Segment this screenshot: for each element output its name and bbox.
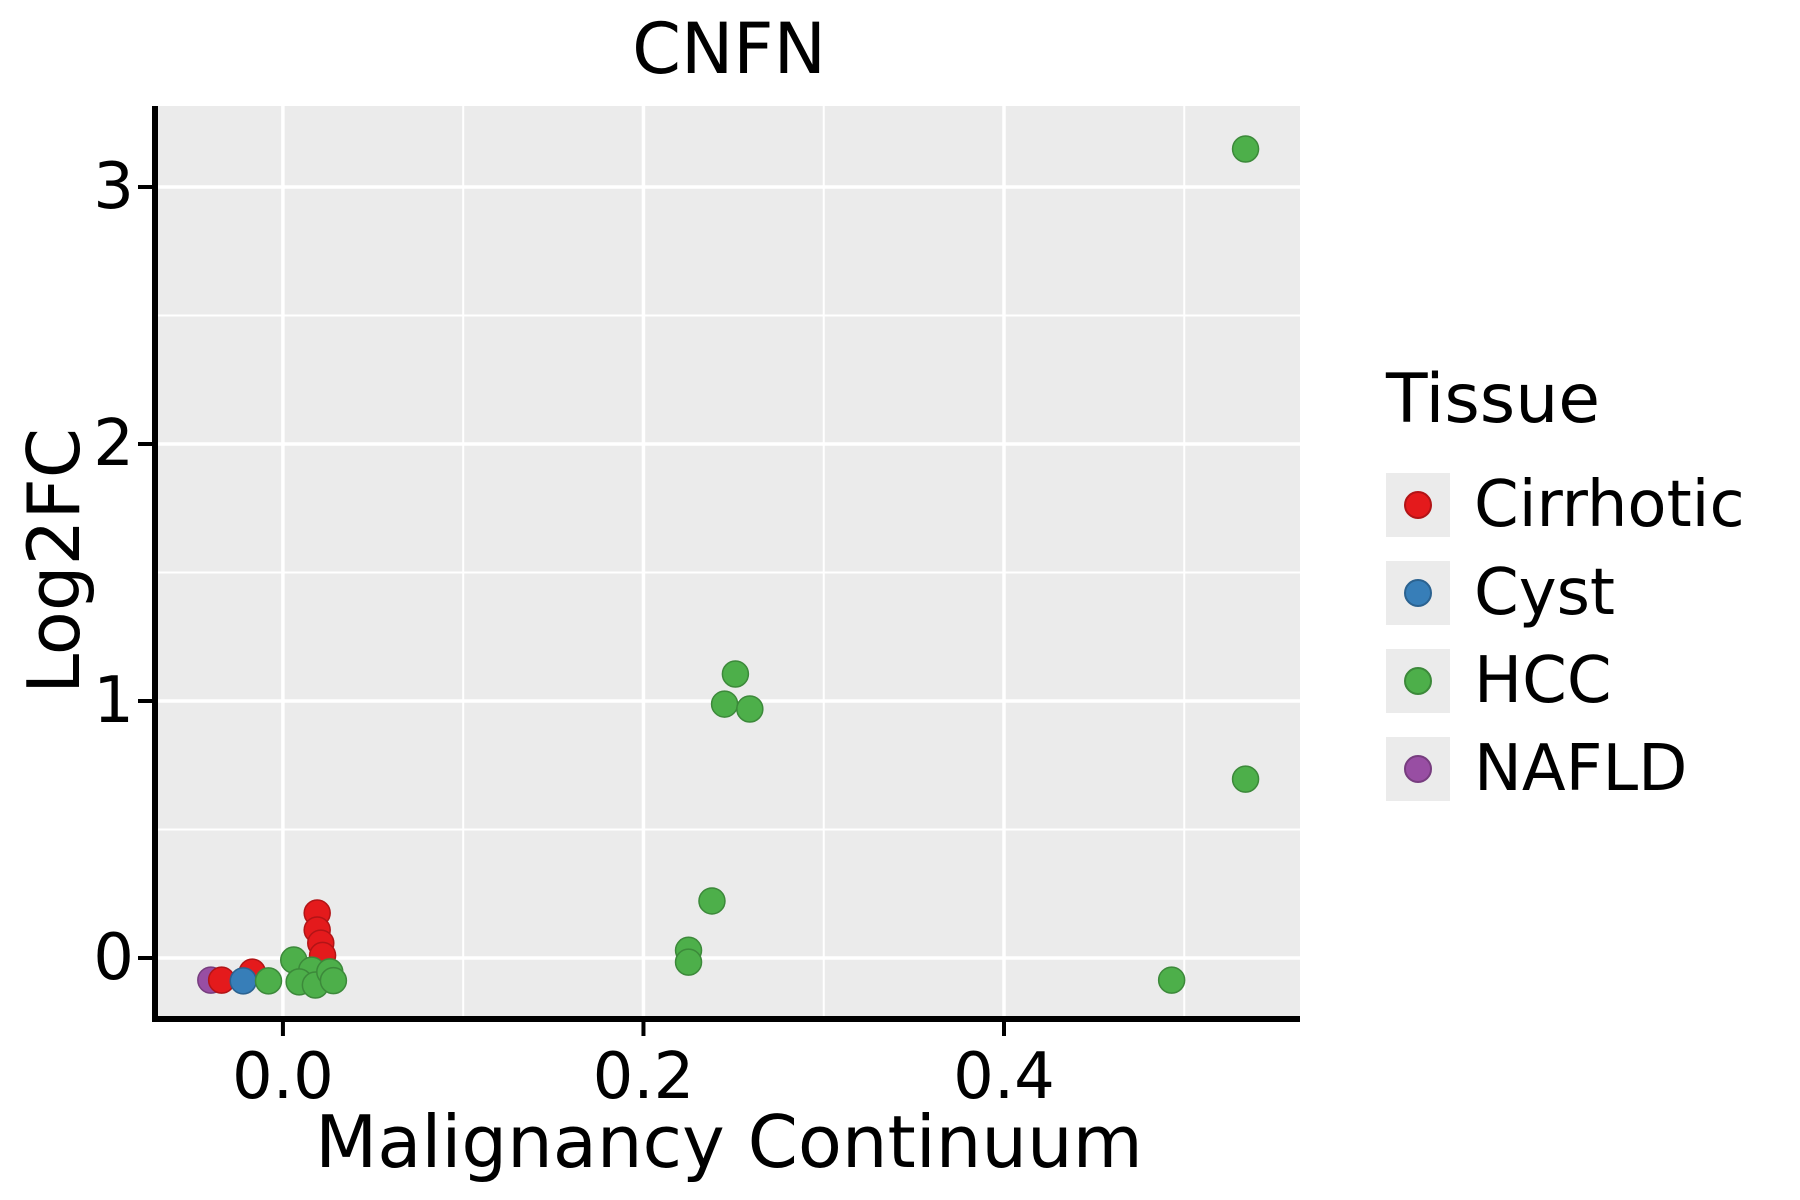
y-tick-mark — [138, 955, 152, 960]
legend-entry-cirrhotic: Cirrhotic — [1386, 468, 1745, 542]
legend-entries: Cirrhotic Cyst HCC NAFLD — [1386, 468, 1745, 806]
x-tick-mark — [1001, 1022, 1006, 1036]
point-hcc — [710, 690, 739, 718]
chart-title: CNFN — [632, 8, 826, 90]
point-hcc — [254, 967, 283, 995]
y-tick-mark — [138, 698, 152, 703]
legend-key — [1386, 649, 1450, 713]
x-tick-mark — [641, 1022, 646, 1036]
point-hcc — [319, 966, 348, 995]
legend-dot-icon — [1404, 579, 1432, 607]
legend-key — [1386, 561, 1450, 625]
legend-label: HCC — [1474, 644, 1612, 718]
legend-label: Cirrhotic — [1474, 468, 1745, 542]
legend-label: NAFLD — [1474, 732, 1688, 806]
legend-key — [1386, 473, 1450, 537]
legend-dot-icon — [1404, 667, 1432, 695]
legend-entry-hcc: HCC — [1386, 644, 1745, 718]
legend-dot-icon — [1404, 491, 1432, 519]
point-hcc — [721, 660, 750, 688]
y-tick-label: 1 — [93, 663, 134, 738]
x-tick-label: 0.0 — [232, 1040, 334, 1114]
point-cyst — [229, 967, 258, 995]
legend-entry-nafld: NAFLD — [1386, 732, 1745, 806]
point-hcc — [1231, 765, 1260, 793]
point-hcc — [736, 695, 764, 723]
point-hcc — [698, 887, 726, 915]
legend-label: Cyst — [1474, 556, 1615, 630]
legend-title: Tissue — [1386, 360, 1601, 439]
y-axis-line — [152, 106, 158, 1022]
x-tick-label: 0.2 — [592, 1040, 695, 1114]
point-hcc — [1231, 135, 1260, 163]
y-tick-mark — [138, 185, 152, 190]
legend-dot-icon — [1404, 755, 1432, 783]
x-tick-mark — [280, 1022, 285, 1036]
x-tick-label: 0.4 — [953, 1040, 1055, 1114]
point-hcc — [674, 948, 703, 976]
y-tick-mark — [138, 442, 152, 447]
y-tick-label: 0 — [93, 920, 134, 995]
plot-panel-background — [158, 106, 1300, 1016]
x-axis-line — [152, 1016, 1300, 1022]
y-tick-label: 3 — [93, 150, 134, 224]
legend-key — [1386, 737, 1450, 801]
legend: Tissue Cirrhotic Cyst HCC NAFLD — [1386, 362, 1745, 820]
y-axis-title: Log2FC — [12, 427, 96, 695]
legend-entry-cyst: Cyst — [1386, 556, 1745, 630]
x-axis-title: Malignancy Continuum — [315, 1100, 1143, 1184]
y-tick-label: 2 — [93, 407, 134, 481]
point-hcc — [1157, 966, 1186, 994]
